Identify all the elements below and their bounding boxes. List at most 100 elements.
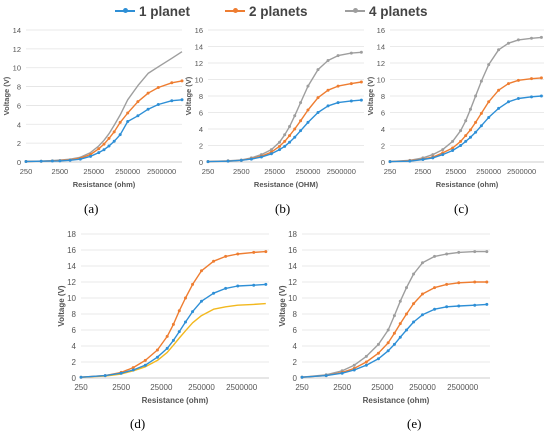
data-point — [131, 368, 135, 372]
data-point — [212, 259, 216, 263]
x-tick-label: 250 — [384, 167, 397, 176]
data-point — [259, 155, 263, 159]
caption-a: (a) — [84, 201, 99, 216]
x-tick-label: 2500 — [112, 383, 130, 392]
caption-c: (c) — [454, 201, 469, 216]
y-tick-label: 14 — [288, 262, 297, 271]
data-point — [126, 111, 130, 115]
data-point — [392, 314, 396, 318]
data-point — [485, 302, 489, 306]
chart-panel-e: 0 2 4 6 8 10 12 14 16 18 250 2500 25000 250000 2500000… — [276, 228, 498, 410]
data-point — [516, 96, 520, 100]
data-point — [487, 115, 491, 119]
data-point — [316, 68, 320, 72]
data-point — [349, 51, 353, 55]
y-tick-label: 2 — [199, 142, 203, 151]
y-tick-label: 4 — [293, 342, 298, 351]
y-tick-label: 2 — [17, 139, 21, 148]
data-point — [459, 144, 463, 147]
data-point — [306, 120, 310, 124]
x-tick-label: 2500 — [333, 383, 351, 392]
y-tick-label: 12 — [67, 278, 76, 287]
y-tick-label: 10 — [377, 76, 385, 85]
data-point — [170, 81, 174, 85]
y-tick-label: 0 — [17, 158, 21, 167]
data-point — [155, 355, 159, 359]
data-point — [412, 272, 416, 276]
series-line — [25, 99, 183, 163]
x-tick-label: 2500 — [52, 167, 69, 176]
x-tick-label: 250000 — [295, 167, 320, 176]
data-point — [497, 106, 501, 110]
data-point — [224, 286, 228, 290]
data-point — [479, 79, 483, 83]
data-point — [506, 41, 510, 45]
data-point — [39, 159, 43, 163]
data-point — [264, 282, 268, 286]
y-tick-label: 10 — [288, 294, 297, 303]
data-point — [469, 107, 473, 111]
data-point — [479, 111, 483, 115]
y-tick-label: 6 — [293, 326, 298, 335]
data-point — [469, 135, 473, 139]
y-tick-label: 16 — [195, 26, 203, 35]
data-point — [183, 296, 187, 300]
data-point — [421, 158, 425, 162]
data-point — [316, 96, 320, 100]
data-point — [388, 160, 392, 164]
x-tick-label: 250000 — [409, 383, 436, 392]
data-point — [473, 250, 477, 254]
data-point — [506, 82, 510, 86]
data-point — [236, 252, 240, 256]
x-tick-label: 2500 — [233, 167, 250, 176]
data-point — [212, 291, 216, 295]
data-point — [376, 351, 380, 355]
data-point — [459, 139, 463, 143]
data-point — [199, 299, 203, 303]
data-point — [119, 371, 123, 375]
y-tick-label: 8 — [293, 310, 298, 319]
data-point — [118, 133, 122, 137]
y-tick-label: 12 — [377, 59, 385, 68]
data-point — [420, 313, 424, 317]
data-point — [529, 95, 533, 99]
data-point — [392, 331, 396, 335]
data-point — [293, 127, 297, 131]
data-point — [451, 148, 455, 152]
data-point — [177, 330, 181, 334]
data-point — [293, 114, 297, 118]
data-point — [457, 304, 461, 308]
data-point — [326, 88, 330, 92]
x-tick-label: 250 — [295, 383, 309, 392]
data-point — [136, 100, 140, 104]
data-point — [180, 79, 184, 83]
data-point — [497, 88, 501, 92]
data-point — [183, 320, 187, 324]
y-tick-label: 12 — [195, 59, 203, 68]
data-point — [487, 63, 491, 67]
data-point — [143, 358, 147, 362]
caption-d: (d) — [130, 416, 146, 431]
data-point — [539, 35, 543, 39]
data-point — [299, 129, 303, 133]
data-point — [404, 312, 408, 316]
data-point — [386, 349, 390, 353]
legend-item-4-planets: 4 planets — [345, 2, 428, 20]
data-point — [288, 134, 292, 138]
x-tick-label: 25000 — [83, 167, 104, 176]
data-point — [278, 140, 282, 144]
data-point — [349, 99, 353, 103]
y-tick-label: 0 — [72, 374, 77, 383]
data-point — [78, 157, 82, 161]
data-point — [485, 280, 489, 284]
data-point — [102, 142, 106, 146]
data-point — [485, 250, 489, 254]
x-tick-label: 2500000 — [147, 167, 176, 176]
data-point — [479, 124, 483, 128]
data-point — [352, 363, 356, 367]
x-axis-label: Resistance (ohm) — [363, 396, 430, 405]
y-tick-label: 0 — [199, 158, 203, 167]
y-axis-label: Voltage (V) — [57, 285, 66, 327]
y-tick-label: 8 — [17, 83, 21, 92]
y-tick-label: 14 — [13, 26, 21, 35]
